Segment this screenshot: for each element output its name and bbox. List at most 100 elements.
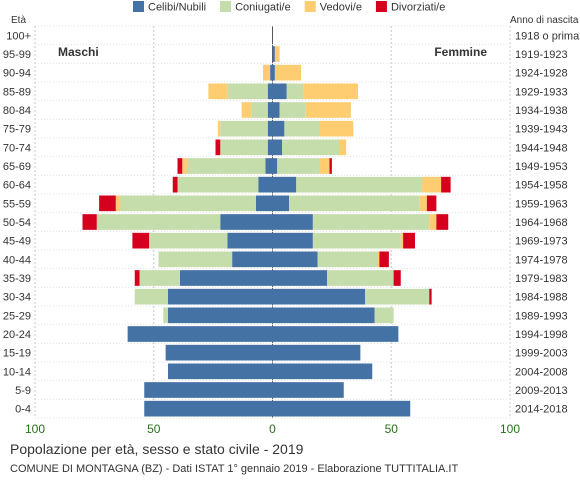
birth-year-label: 1939-1943 bbox=[515, 124, 568, 136]
age-label: 30-34 bbox=[3, 292, 31, 304]
birth-year-label: 1919-1923 bbox=[515, 49, 568, 61]
x-tick-label: 100 bbox=[25, 422, 45, 436]
age-label: 60-64 bbox=[3, 180, 31, 192]
population-pyramid-chart: Celibi/Nubili Coniugati/e Vedovi/e Divorzia… bbox=[3, 1, 580, 436]
bar-male bbox=[99, 195, 116, 212]
birth-year-label: 1944-1948 bbox=[515, 142, 568, 154]
bar-female bbox=[422, 176, 442, 193]
bar-female bbox=[272, 326, 399, 342]
right-axis-title: Anno di nascita bbox=[510, 15, 579, 26]
bar-male bbox=[96, 214, 221, 230]
bar-female bbox=[272, 363, 373, 380]
bar-female bbox=[272, 270, 328, 286]
bar-female bbox=[426, 195, 437, 212]
bar-male bbox=[267, 102, 273, 118]
bar-male bbox=[115, 195, 121, 212]
bar-male bbox=[139, 270, 180, 286]
bar-male bbox=[165, 344, 273, 361]
bar-male bbox=[177, 176, 259, 193]
bar-male bbox=[227, 83, 268, 100]
bar-female bbox=[272, 176, 297, 193]
bar-male bbox=[227, 232, 273, 249]
bar-female bbox=[289, 195, 420, 212]
birth-year-label: 1918 o prima bbox=[515, 30, 580, 42]
birth-year-label: 1959-1963 bbox=[515, 198, 568, 210]
bar-female bbox=[303, 83, 358, 100]
birth-year-label: 1954-1958 bbox=[515, 180, 568, 192]
age-label: 25-29 bbox=[3, 310, 31, 322]
bar-female bbox=[272, 102, 280, 118]
birth-year-label: 1934-1938 bbox=[515, 105, 568, 117]
bar-female bbox=[400, 232, 404, 249]
bar-male bbox=[263, 64, 271, 81]
bar-male bbox=[267, 83, 273, 100]
bar-male bbox=[179, 270, 273, 286]
bar-female bbox=[379, 251, 389, 268]
bar-female bbox=[286, 83, 304, 100]
birth-year-label: 1924-1928 bbox=[515, 68, 568, 80]
bar-female bbox=[296, 176, 423, 193]
age-label: 70-74 bbox=[3, 142, 31, 154]
age-label: 20-24 bbox=[3, 329, 31, 341]
axis-labels: 0-4 2014-2018 5-9 2009-2013 10-14 2004-2008 15… bbox=[3, 15, 580, 436]
bar-female bbox=[274, 64, 301, 81]
legend-label: Vedovi/e bbox=[320, 2, 362, 14]
age-label: 45-49 bbox=[3, 236, 31, 248]
x-tick-label: 50 bbox=[385, 422, 399, 436]
birth-year-label: 2014-2018 bbox=[515, 404, 568, 416]
bar-male bbox=[255, 195, 273, 212]
bar-male bbox=[220, 139, 268, 156]
bar-male bbox=[265, 158, 273, 174]
legend-swatch bbox=[133, 1, 144, 12]
bar-female bbox=[317, 251, 377, 268]
legend-label: Celibi/Nubili bbox=[148, 2, 206, 14]
bar-female bbox=[272, 195, 290, 212]
bar-male bbox=[241, 102, 252, 118]
age-label: 15-19 bbox=[3, 348, 31, 360]
bar-male bbox=[177, 158, 183, 174]
age-label: 0-4 bbox=[15, 404, 31, 416]
bar-female bbox=[282, 139, 339, 156]
age-label: 65-69 bbox=[3, 161, 31, 173]
bar-female bbox=[419, 195, 427, 212]
birth-year-label: 1964-1968 bbox=[515, 217, 568, 229]
bar-male bbox=[251, 102, 268, 118]
bar-male bbox=[215, 139, 221, 156]
bar-male bbox=[270, 64, 273, 81]
bar-female bbox=[277, 158, 320, 174]
birth-year-label: 1949-1953 bbox=[515, 161, 568, 173]
age-label: 95-99 bbox=[3, 49, 31, 61]
bar-male bbox=[82, 214, 97, 230]
birth-year-label: 2004-2008 bbox=[515, 366, 568, 378]
bar-male bbox=[120, 195, 256, 212]
bar-female bbox=[272, 400, 411, 417]
bar-female bbox=[272, 139, 282, 156]
bar-male bbox=[258, 176, 273, 193]
bar-female bbox=[272, 307, 375, 324]
bar-male bbox=[208, 83, 228, 100]
bar-female bbox=[320, 158, 330, 174]
age-label: 40-44 bbox=[3, 254, 31, 266]
bar-female bbox=[274, 46, 280, 62]
bar-male bbox=[163, 307, 168, 324]
bar-female bbox=[272, 251, 318, 268]
bar-male bbox=[217, 120, 221, 137]
bar-female bbox=[429, 288, 432, 305]
bar-female bbox=[272, 46, 275, 62]
bar-female bbox=[272, 83, 287, 100]
age-label: 90-94 bbox=[3, 68, 31, 80]
bar-male bbox=[158, 251, 233, 268]
female-group-label: Femmine bbox=[434, 45, 487, 59]
bar-female bbox=[272, 382, 344, 398]
legend-swatch bbox=[220, 1, 232, 12]
bar-male bbox=[187, 158, 266, 174]
bars bbox=[82, 46, 451, 417]
bar-male bbox=[168, 288, 273, 305]
birth-year-label: 1979-1983 bbox=[515, 273, 568, 285]
legend-swatch bbox=[304, 1, 316, 12]
birth-year-label: 1999-2003 bbox=[515, 348, 568, 360]
bar-male bbox=[172, 176, 178, 193]
legend-label: Coniugati/e bbox=[235, 2, 291, 14]
age-label: 85-89 bbox=[3, 86, 31, 98]
bar-female bbox=[272, 232, 313, 249]
